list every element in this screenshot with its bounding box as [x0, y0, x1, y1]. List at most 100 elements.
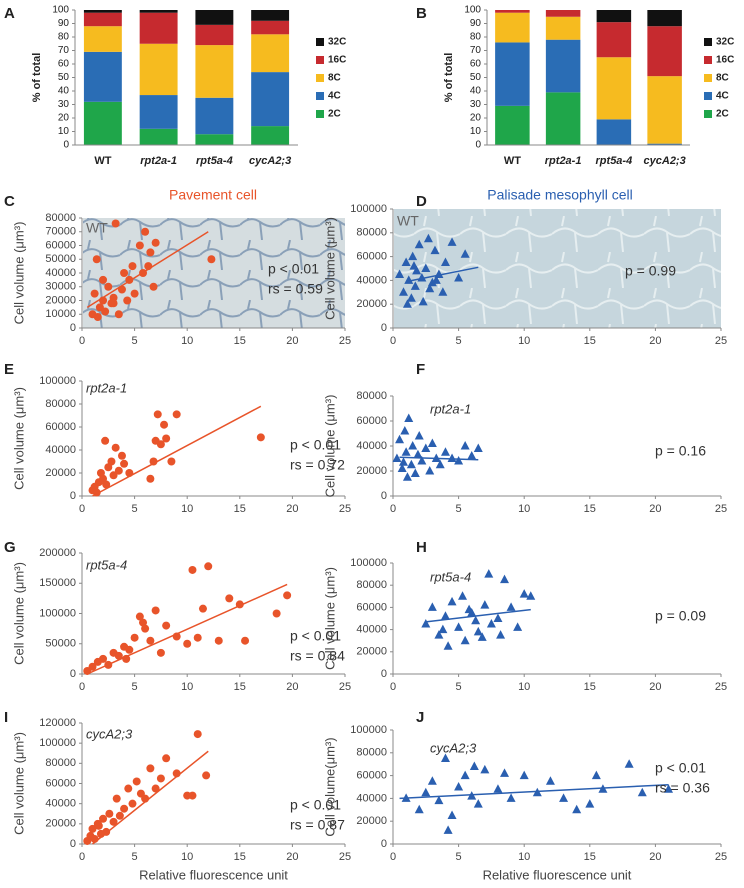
panel-letter: C: [4, 193, 15, 210]
x-tick-label: cycA2;3: [644, 155, 686, 167]
point: [519, 589, 529, 598]
y-tick-label: 20000: [356, 815, 387, 827]
y-tick-label: 0: [381, 322, 387, 334]
stat-annotation: p < 0.01: [290, 628, 341, 644]
x-tick-label: 0: [390, 503, 396, 515]
y-tick-label: 40: [58, 86, 70, 97]
x-tick-label: 10: [518, 503, 530, 515]
point: [406, 459, 416, 469]
trend-line: [399, 456, 479, 461]
x-tick-label: 5: [456, 335, 462, 347]
y-tick-label: 0: [475, 140, 481, 151]
x-tick-label: 5: [132, 851, 138, 863]
y-tick-label: 80000: [356, 747, 387, 759]
point: [241, 636, 250, 645]
point: [454, 456, 464, 465]
point: [447, 453, 457, 462]
point: [283, 591, 292, 600]
bar-segment: [647, 143, 682, 145]
bar-segment: [596, 119, 632, 145]
panel-letter: F: [416, 361, 425, 378]
point: [130, 289, 139, 298]
point: [664, 784, 674, 793]
point: [454, 273, 464, 282]
point: [460, 635, 470, 645]
x-tick-label: 10: [181, 681, 193, 693]
y-tick-label: 90: [58, 18, 70, 29]
point: [473, 799, 483, 808]
point: [496, 630, 506, 639]
point: [141, 624, 150, 633]
legend-swatch: [704, 74, 712, 82]
y-tick-label: 100000: [350, 557, 387, 569]
trend-line: [425, 608, 531, 623]
point: [425, 466, 435, 475]
point: [471, 615, 481, 625]
genotype-label: rpt5a-4: [430, 569, 471, 584]
point: [447, 237, 457, 246]
y-tick-label: 80000: [356, 579, 387, 591]
x-tick-label: 15: [234, 335, 246, 347]
legend-label: 2C: [328, 109, 341, 120]
x-tick-label: 0: [390, 335, 396, 347]
point: [167, 457, 176, 466]
y-tick-label: 50: [58, 72, 70, 83]
bar-segment: [195, 24, 234, 46]
bar-segment: [251, 72, 290, 127]
point: [128, 799, 137, 808]
point: [460, 770, 470, 780]
y-tick-label: 70000: [45, 226, 76, 238]
legend-swatch: [704, 56, 712, 64]
point: [114, 651, 123, 660]
x-tick-label: 15: [584, 335, 596, 347]
point: [585, 799, 595, 808]
point: [130, 633, 139, 642]
point: [506, 602, 516, 611]
point: [427, 776, 437, 785]
point: [427, 602, 437, 611]
bar-segment: [647, 10, 682, 27]
point: [480, 764, 490, 774]
y-axis-label: Cell volume (μm³): [11, 562, 26, 665]
bar-segment: [545, 39, 581, 93]
x-tick-label: 20: [649, 335, 661, 347]
panel-letter: G: [4, 539, 16, 556]
y-tick-label: 80000: [45, 757, 76, 769]
point: [402, 472, 412, 481]
point: [193, 633, 202, 642]
point: [406, 293, 416, 302]
point: [135, 241, 144, 250]
bar-segment: [195, 10, 234, 25]
y-axis-label: Cell volume (μm³): [11, 222, 26, 325]
legend-label: 32C: [716, 37, 734, 48]
point: [454, 782, 464, 791]
point: [469, 761, 479, 770]
point: [183, 639, 192, 648]
y-tick-label: 0: [381, 668, 387, 680]
y-tick-label: 20: [470, 113, 482, 124]
point: [125, 645, 134, 654]
y-tick-label: 0: [381, 838, 387, 850]
y-tick-label: 80000: [45, 212, 76, 224]
stat-annotation: p < 0.01: [290, 797, 341, 813]
point: [545, 776, 555, 785]
trend-line: [86, 583, 288, 675]
bar-segment: [83, 10, 122, 13]
point: [458, 591, 468, 600]
point: [434, 630, 444, 639]
legend-label: 8C: [328, 73, 341, 84]
legend-swatch: [316, 38, 324, 46]
point: [637, 787, 647, 797]
y-tick-label: 80000: [356, 227, 387, 239]
y-tick-label: 40000: [356, 624, 387, 636]
x-tick-label: 15: [584, 851, 596, 863]
point: [135, 612, 144, 621]
y-tick-label: 10: [470, 126, 482, 137]
point: [151, 784, 160, 793]
legend-swatch: [316, 92, 324, 100]
point: [447, 810, 457, 819]
y-tick-label: 20000: [45, 467, 76, 479]
legend-swatch: [316, 110, 324, 118]
point: [401, 447, 411, 456]
y-tick-label: 0: [70, 668, 76, 680]
